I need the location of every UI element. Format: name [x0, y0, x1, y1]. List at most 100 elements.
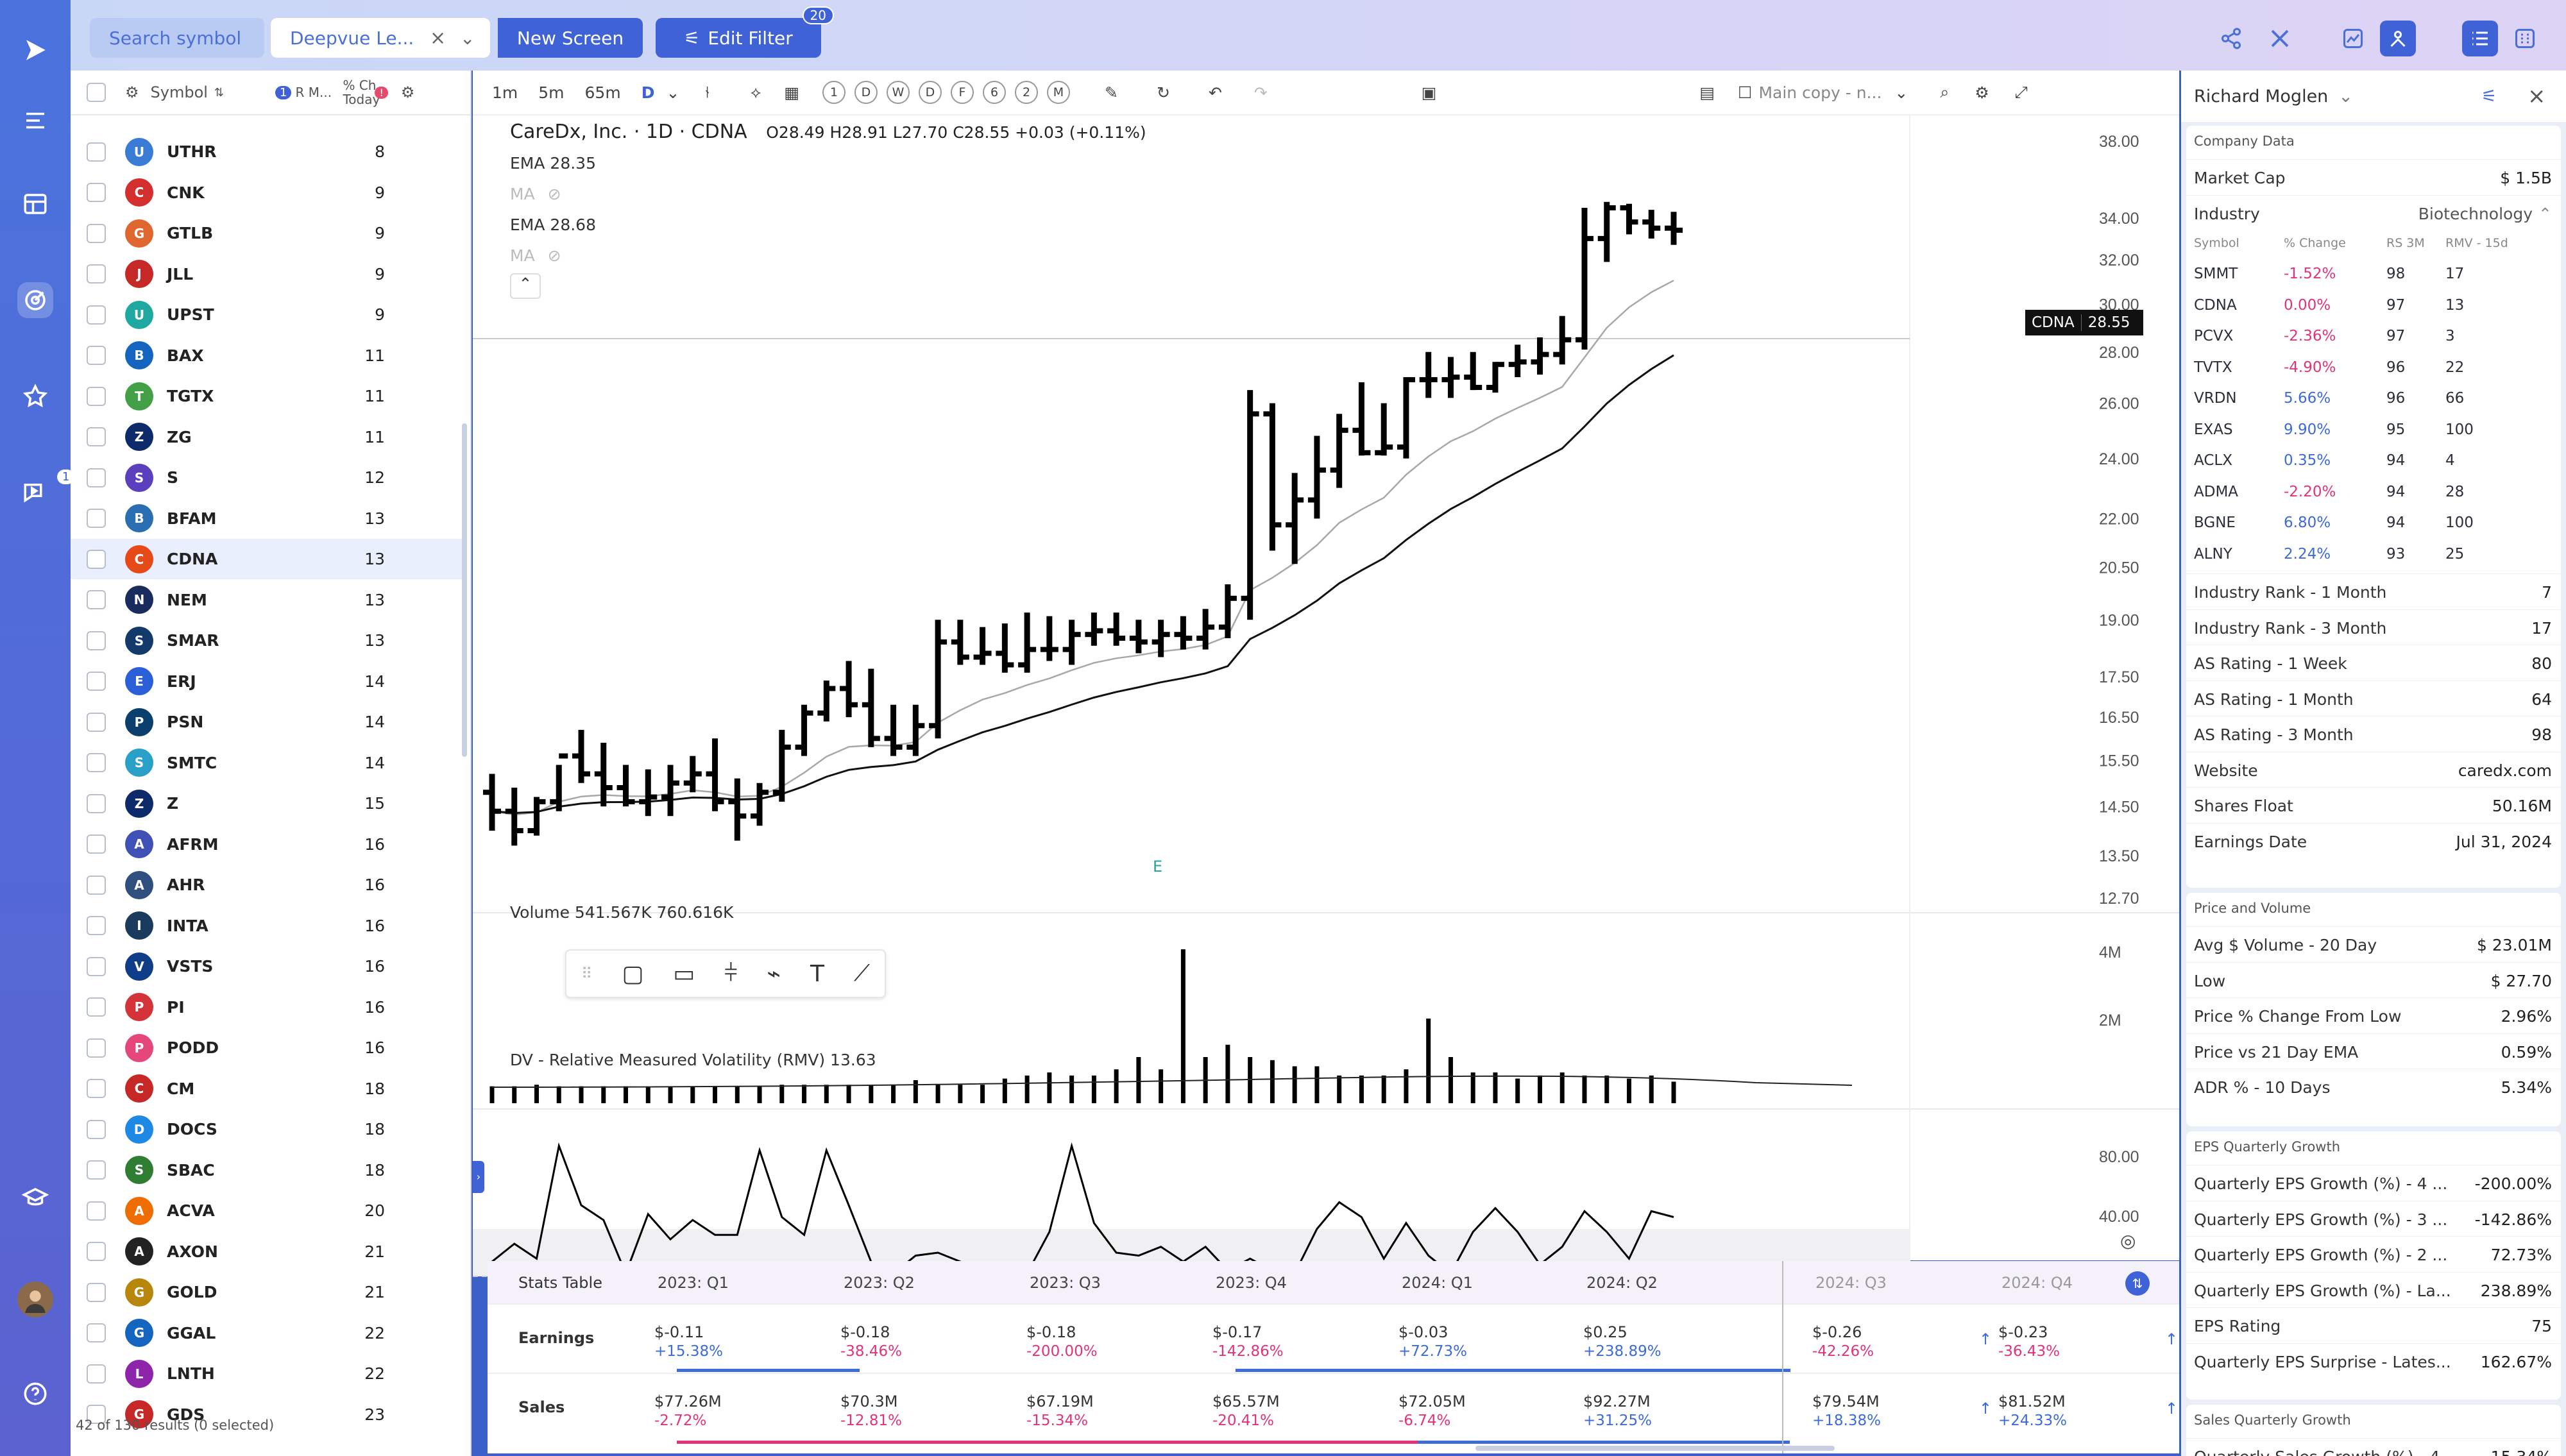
list-row-cdna[interactable]: C CDNA 13	[71, 539, 462, 579]
row-checkbox[interactable]	[87, 1079, 106, 1098]
row-checkbox[interactable]	[87, 183, 106, 202]
row-checkbox[interactable]	[87, 549, 106, 569]
ohlc-bar[interactable]	[1665, 212, 1683, 245]
row-checkbox[interactable]	[87, 712, 106, 732]
ohlc-bar[interactable]	[728, 778, 747, 841]
pill-2[interactable]: 2	[1014, 81, 1038, 104]
collapse-legend-icon[interactable]: ⌃	[510, 273, 541, 299]
list-row-tgtx[interactable]: T TGTX 11	[71, 376, 462, 416]
peer-row-exas[interactable]: EXAS 9.90% 95 100	[2186, 415, 2561, 446]
ma-legend[interactable]: MA ⊘	[510, 185, 561, 203]
ohlc-bar[interactable]	[795, 704, 813, 756]
rectangle-tool-icon[interactable]: ▢	[622, 960, 644, 987]
list-row-afrm[interactable]: A AFRM 16	[71, 824, 462, 865]
row-checkbox[interactable]	[87, 1119, 106, 1139]
interval-65m[interactable]: 65m	[584, 83, 621, 102]
row-checkbox[interactable]	[87, 1405, 106, 1424]
row-checkbox[interactable]	[87, 1282, 106, 1302]
layout-icon[interactable]	[17, 186, 53, 222]
row-checkbox[interactable]	[87, 264, 106, 284]
row-checkbox[interactable]	[87, 793, 106, 813]
stats-options-icon[interactable]: ⇅	[2125, 1271, 2150, 1296]
row-checkbox[interactable]	[87, 386, 106, 406]
pill-6[interactable]: 6	[982, 81, 1006, 104]
row-checkbox[interactable]	[87, 590, 106, 609]
ohlc-bar[interactable]	[1597, 201, 1616, 262]
ohlc-bar[interactable]	[594, 743, 613, 807]
row-checkbox[interactable]	[87, 223, 106, 243]
layout-name[interactable]: Main copy - n...	[1758, 83, 1882, 102]
list-row-gtlb[interactable]: G GTLB 9	[71, 213, 462, 253]
ohlc-bar[interactable]	[1531, 337, 1549, 375]
list-row-gds[interactable]: G GDS 23	[71, 1394, 462, 1435]
list-row-lnth[interactable]: L LNTH 22	[71, 1353, 462, 1394]
peer-row-bgne[interactable]: BGNE 6.80% 94 100	[2186, 508, 2561, 539]
list-row-cnk[interactable]: C CNK 9	[71, 173, 462, 213]
pill-d[interactable]: D	[854, 81, 878, 104]
alerts-icon[interactable]: 1	[17, 470, 75, 511]
peer-row-cdna[interactable]: CDNA 0.00% 97 13	[2186, 291, 2561, 321]
list-row-docs[interactable]: D DOCS 18	[71, 1109, 462, 1149]
line-tool-icon[interactable]: ⟋	[853, 960, 871, 986]
ohlc-bar[interactable]	[973, 627, 992, 665]
ohlc-bar[interactable]	[1575, 208, 1593, 350]
list-row-inta[interactable]: I INTA 16	[71, 906, 462, 946]
row-checkbox[interactable]	[87, 1160, 106, 1180]
templates-icon[interactable]: ▦	[784, 83, 799, 102]
row-checkbox[interactable]	[87, 1364, 106, 1384]
ohlc-bar[interactable]	[639, 769, 658, 817]
row-checkbox[interactable]	[87, 142, 106, 162]
user-name[interactable]: Richard Moglen	[2194, 86, 2329, 106]
ohlc-bar[interactable]	[1018, 613, 1037, 673]
list-row-upst[interactable]: U UPST 9	[71, 294, 462, 335]
peer-row-alny[interactable]: ALNY 2.24% 93 25	[2186, 539, 2561, 570]
pill-1[interactable]: 1	[822, 81, 845, 104]
row-checkbox[interactable]	[87, 1201, 106, 1221]
ohlc-bar[interactable]	[505, 787, 523, 846]
ohlc-bar[interactable]	[1286, 473, 1304, 564]
ema-50-legend[interactable]: EMA 28.68	[510, 216, 596, 234]
list-row-podd[interactable]: P PODD 16	[71, 1028, 462, 1068]
ohlc-bar[interactable]	[862, 668, 880, 747]
ohlc-bar[interactable]	[661, 765, 680, 817]
row-checkbox[interactable]	[87, 956, 106, 976]
peer-row-pcvx[interactable]: PCVX -2.36% 97 3	[2186, 321, 2561, 352]
magnify-icon[interactable]: ⌕	[1940, 83, 1950, 101]
row-checkbox[interactable]	[87, 1038, 106, 1058]
draw-pen-icon[interactable]: ✎	[1104, 83, 1118, 102]
list-scrollbar[interactable]	[462, 423, 467, 757]
select-all-checkbox[interactable]	[87, 83, 106, 102]
sort-icon[interactable]: ⇅	[214, 85, 225, 99]
drag-handle-icon[interactable]: ⠿	[581, 965, 593, 983]
indicators-icon[interactable]: ⟡	[750, 83, 761, 101]
new-screen-button[interactable]: New Screen	[498, 18, 643, 58]
peer-row-vrdn[interactable]: VRDN 5.66% 96 66	[2186, 384, 2561, 414]
search-symbol-button[interactable]: Search symbol	[90, 18, 264, 58]
ohlc-bar[interactable]	[550, 753, 568, 811]
help-icon[interactable]	[17, 1376, 53, 1412]
rank-column-header[interactable]: R M...	[295, 85, 332, 100]
user-view-icon[interactable]	[2380, 21, 2416, 56]
list-row-s[interactable]: S S 12	[71, 457, 462, 498]
interval-5m[interactable]: 5m	[538, 83, 565, 102]
list-row-ggal[interactable]: G GGAL 22	[71, 1313, 462, 1353]
redo-icon[interactable]: ↷	[1253, 83, 1268, 102]
ohlc-bar[interactable]	[683, 756, 702, 793]
ema-21-legend[interactable]: EMA 28.35	[510, 154, 596, 173]
list-row-nem[interactable]: N NEM 13	[71, 580, 462, 620]
list-row-z[interactable]: Z Z 15	[71, 783, 462, 824]
ohlc-bar[interactable]	[840, 661, 858, 718]
ohlc-bar[interactable]	[1174, 616, 1193, 650]
save-icon[interactable]: ▣	[1421, 83, 1437, 102]
ohlc-bar[interactable]	[772, 729, 791, 802]
pane-expand-handle[interactable]: ›	[473, 1161, 484, 1193]
ohlc-bar[interactable]	[1508, 344, 1527, 377]
ohlc-bar[interactable]	[572, 729, 591, 783]
edit-filter-button[interactable]: ⚟ Edit Filter 20	[656, 6, 834, 58]
price-chart[interactable]: 38.0034.0032.0030.0028.0026.0024.0022.00…	[473, 115, 2179, 1325]
list-row-zg[interactable]: Z ZG 11	[71, 417, 462, 457]
stats-scrollbar[interactable]	[1475, 1446, 1835, 1451]
list-row-uthr[interactable]: U UTHR 8	[71, 131, 462, 172]
ohlc-bar[interactable]	[1129, 620, 1148, 654]
panel-settings-icon[interactable]: ⚟	[2481, 86, 2497, 106]
